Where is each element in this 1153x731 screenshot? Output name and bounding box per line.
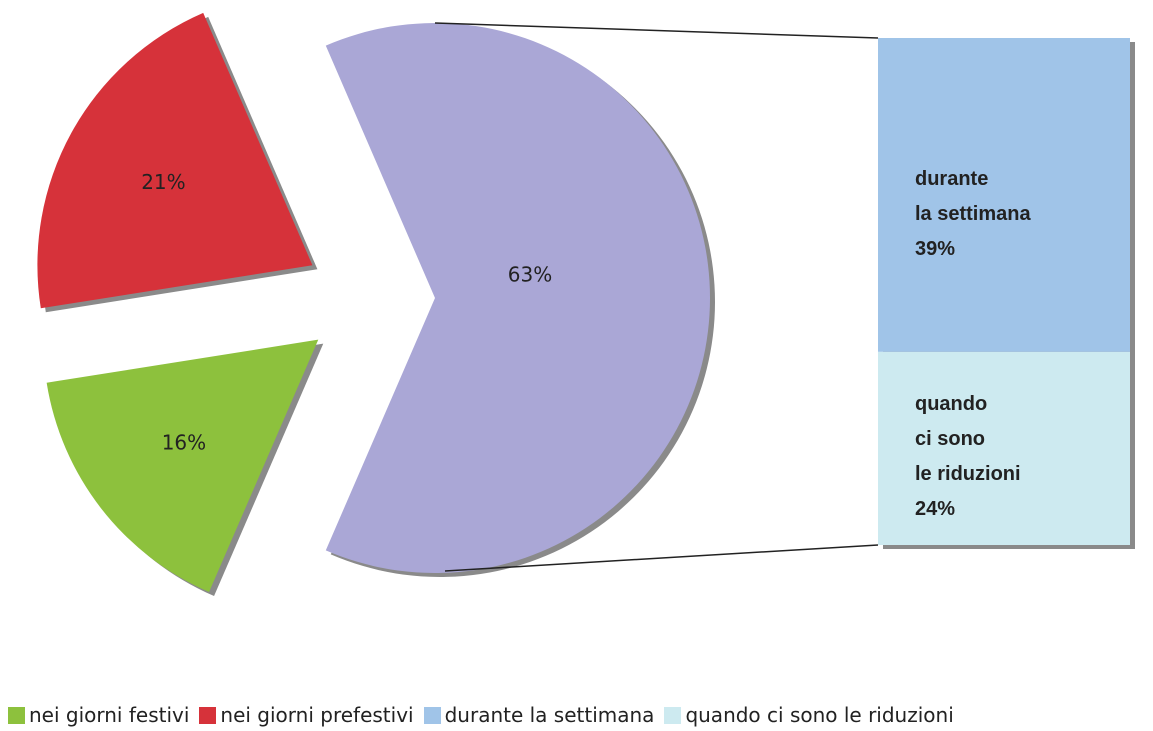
legend-item: durante la settimana (423, 703, 655, 727)
bar-segment (878, 351, 1130, 545)
legend-label: nei giorni festivi (29, 703, 190, 727)
slice-label: 63% (508, 263, 552, 287)
legend-swatch (199, 706, 217, 724)
pie-slice (37, 12, 313, 309)
legend-swatch (664, 706, 682, 724)
bar-value-label: 39% (915, 238, 956, 260)
bar-label: durante la settimana 39% (915, 162, 1031, 267)
slice-label: 21% (141, 170, 185, 194)
connector (434, 22, 879, 39)
bar-segment-label: durante la settimana (915, 168, 1031, 225)
legend-item: nei giorni prefestivi (199, 703, 414, 727)
connector (444, 544, 879, 572)
slice-label: 16% (162, 430, 206, 454)
bar-segment-label: quando ci sono le riduzioni (915, 393, 1021, 485)
legend-item: nei giorni festivi (8, 703, 189, 727)
legend-item: quando ci sono le riduzioni (664, 703, 954, 727)
legend-label: durante la settimana (444, 703, 655, 727)
bar-label: quando ci sono le riduzioni 24% (915, 387, 1021, 527)
legend-swatch (8, 706, 25, 724)
pie-slice (325, 22, 711, 573)
legend-label: nei giorni prefestivi (220, 703, 414, 727)
legend-swatch (423, 706, 441, 724)
legend: nei giorni festivi nei giorni prefestivi d… (8, 703, 954, 727)
bar-segment (878, 38, 1130, 352)
pie-slice (46, 339, 319, 593)
bar-value-label: 24% (915, 498, 956, 520)
legend-label: quando ci sono le riduzioni (685, 703, 954, 727)
